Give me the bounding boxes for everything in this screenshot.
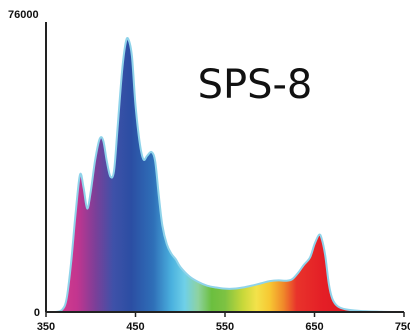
x-tick-label: 450	[126, 321, 144, 333]
y-tick-label: 76000	[8, 9, 39, 21]
x-tick-label: 650	[305, 321, 323, 333]
area-layer	[45, 36, 404, 313]
chart-title: SPS-8	[198, 62, 313, 108]
y-tick-label: 0	[34, 307, 40, 319]
x-tick-label: 550	[216, 321, 234, 333]
axis-layer: 350 450 550 650 750 0 76000	[8, 9, 410, 333]
x-tick-label: 350	[37, 321, 55, 333]
spectrum-outline	[45, 36, 404, 313]
x-tick-label: 750	[395, 321, 410, 333]
